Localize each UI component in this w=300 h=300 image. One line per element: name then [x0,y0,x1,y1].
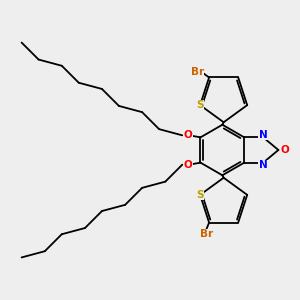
Text: Br: Br [190,67,204,76]
Text: O: O [184,160,192,170]
Text: S: S [196,100,204,110]
Text: N: N [259,130,268,140]
Text: N: N [259,160,268,170]
Text: Br: Br [200,230,213,239]
Text: O: O [280,145,289,155]
Text: O: O [184,130,192,140]
Text: S: S [196,190,204,200]
